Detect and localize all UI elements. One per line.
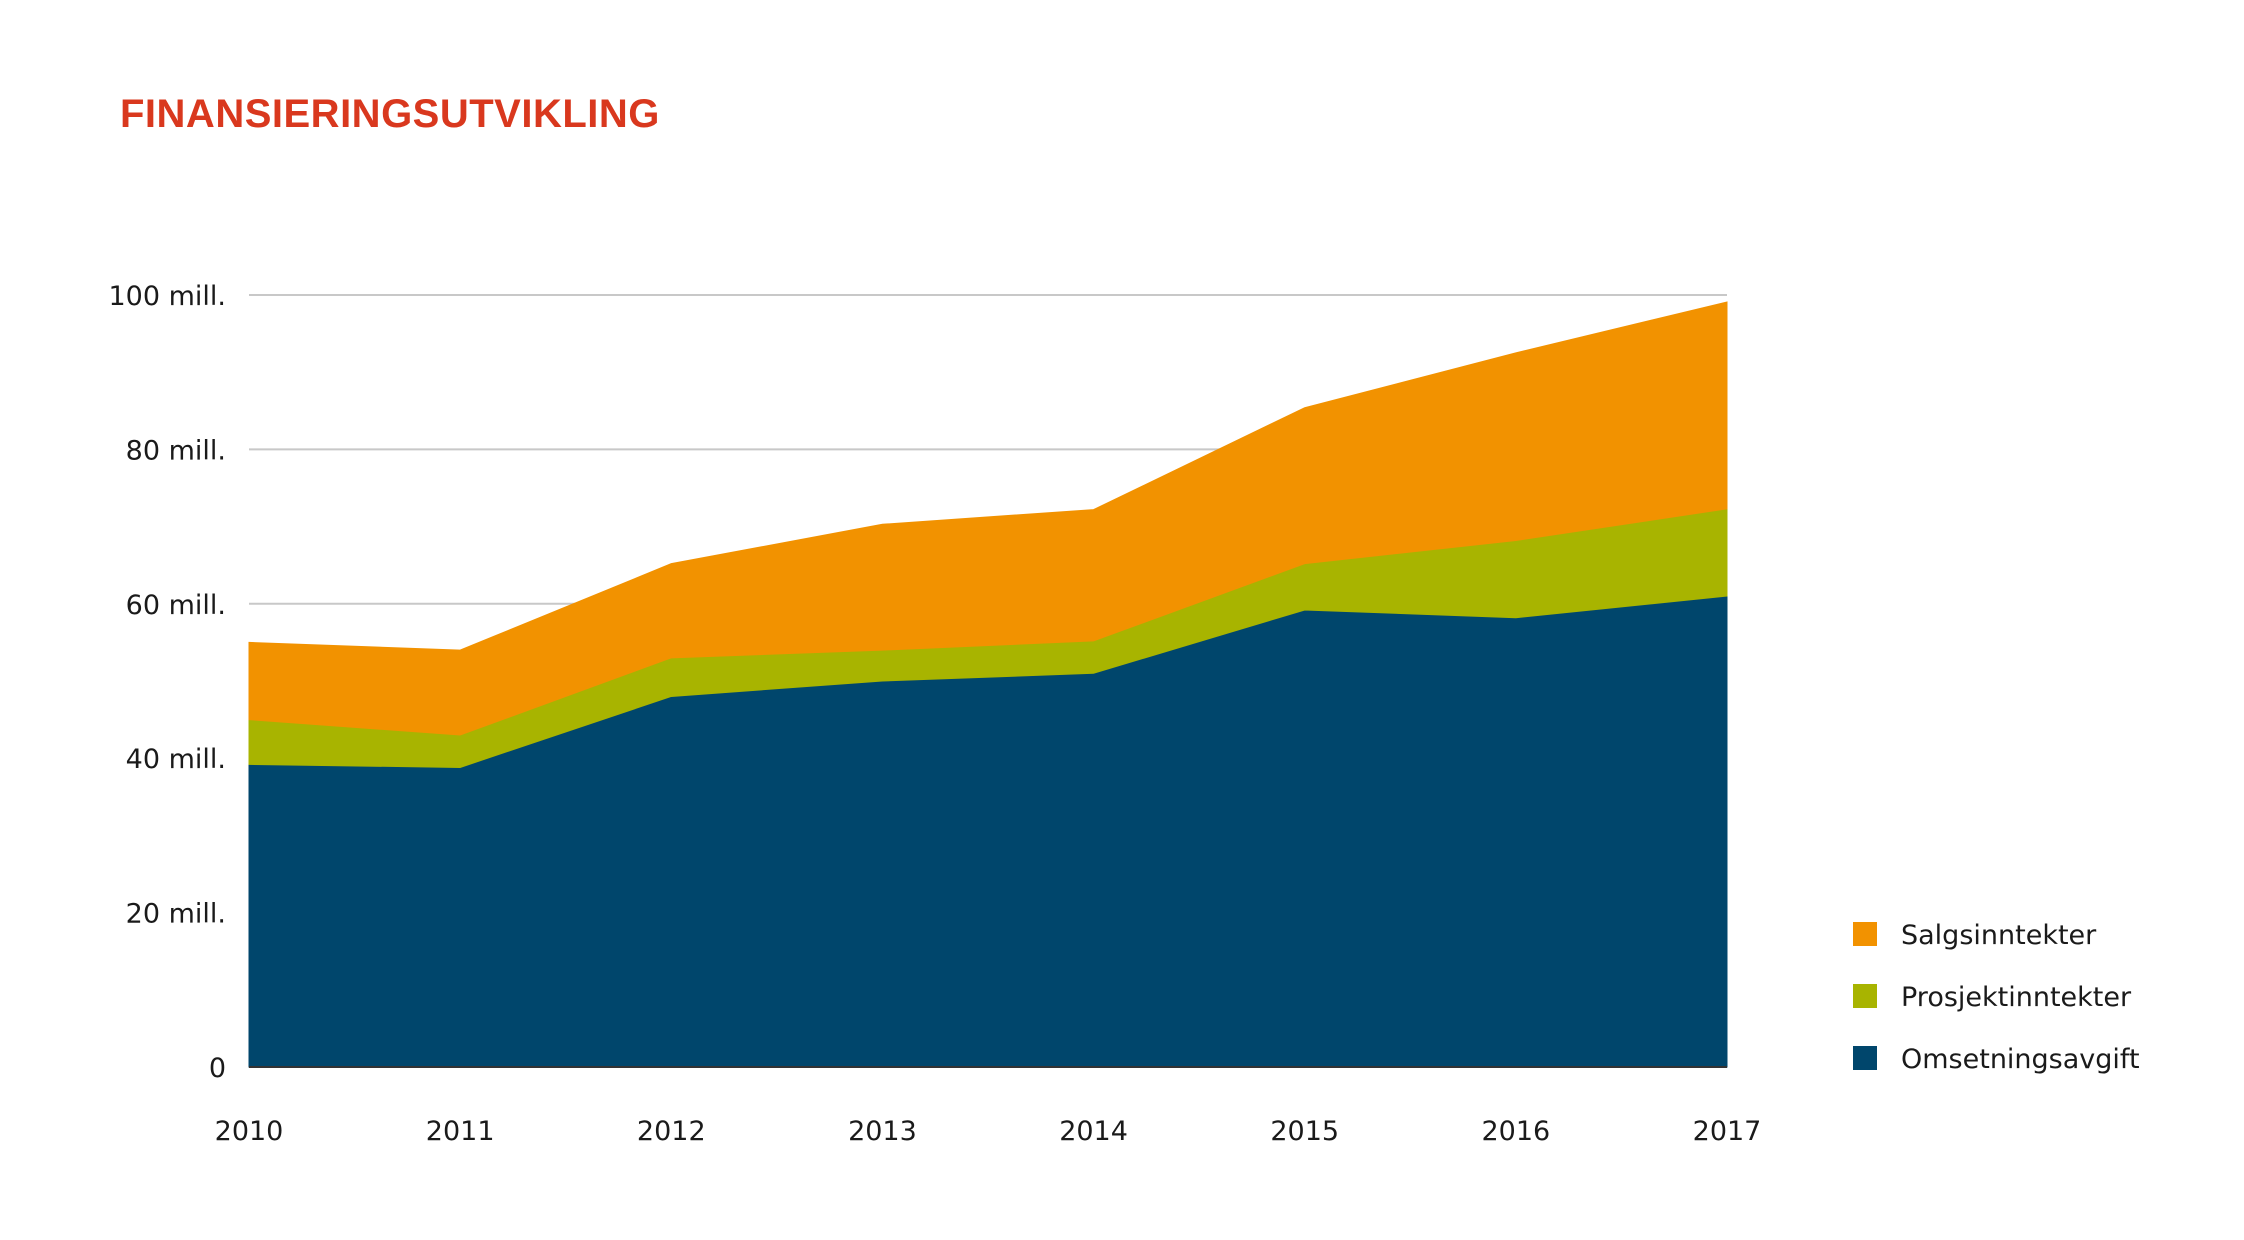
y-tick-label: 20 mill. (126, 899, 226, 930)
y-tick-label: 80 mill. (126, 435, 226, 466)
x-tick-label: 2011 (426, 1116, 495, 1147)
chart-title: FINANSIERINGSUTVIKLING (120, 92, 660, 136)
y-tick-label: 0 (209, 1053, 226, 1084)
x-tick-label: 2015 (1270, 1116, 1339, 1147)
legend-swatch-prosjektinntekter (1853, 984, 1877, 1008)
area-salgsinntekter (248, 301, 1728, 736)
x-tick-label: 2013 (848, 1116, 917, 1147)
legend-swatch-omsetningsavgift (1853, 1046, 1877, 1070)
area-series (248, 301, 1728, 1068)
x-tick-label: 2012 (637, 1116, 706, 1147)
x-tick-label: 2016 (1481, 1116, 1550, 1147)
x-tick-label: 2017 (1693, 1116, 1762, 1147)
legend-label-salgsinntekter: Salgsinntekter (1901, 920, 2097, 951)
legend-swatch-salgsinntekter (1853, 922, 1877, 946)
x-tick-label: 2014 (1059, 1116, 1128, 1147)
y-tick-label: 100 mill. (108, 281, 226, 312)
legend-label-prosjektinntekter: Prosjektinntekter (1901, 982, 2132, 1013)
y-tick-label: 40 mill. (126, 744, 226, 775)
y-tick-label: 60 mill. (126, 590, 226, 621)
x-tick-label: 2010 (215, 1116, 284, 1147)
legend: Salgsinntekter Prosjektinntekter Omsetning… (1853, 920, 2140, 1075)
legend-label-omsetningsavgift: Omsetningsavgift (1901, 1044, 2140, 1075)
axes: 0 20 mill. 40 mill. 60 mill. 80 mill. 100 mil… (108, 281, 1761, 1147)
